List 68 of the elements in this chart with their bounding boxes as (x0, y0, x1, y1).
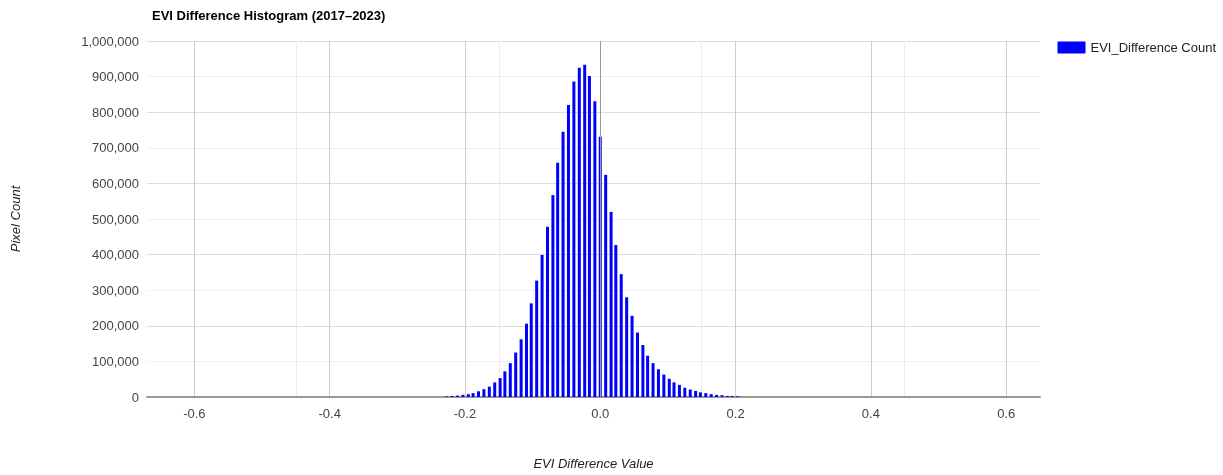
bar (667, 378, 671, 397)
bar (609, 211, 613, 397)
bar (487, 386, 491, 397)
x-tick-label: 0.2 (726, 406, 745, 421)
bar (493, 382, 497, 397)
bar (476, 391, 480, 397)
bar (604, 174, 608, 397)
bar (535, 280, 539, 397)
bar (715, 394, 719, 397)
bar (704, 393, 708, 397)
bar (503, 371, 507, 397)
y-tick-label: 400,000 (92, 247, 139, 263)
bar (630, 315, 634, 397)
bar (519, 339, 523, 397)
bar (656, 369, 660, 397)
y-tick-label: 700,000 (92, 140, 139, 156)
bar (672, 382, 676, 397)
bar (525, 323, 529, 397)
y-tick-label: 1,000,000 (81, 33, 139, 49)
y-tick-label: 500,000 (92, 211, 139, 227)
bar (619, 274, 623, 397)
bar (593, 101, 597, 397)
bar (471, 393, 475, 397)
bar (683, 387, 687, 397)
bar (529, 303, 533, 397)
bar (646, 355, 650, 397)
x-axis-title: EVI Difference Value (533, 456, 654, 471)
bar (546, 226, 549, 397)
bar (641, 345, 645, 397)
chart-title: EVI Difference Histogram (2017–2023) (152, 8, 386, 23)
bar (551, 195, 555, 397)
bar (561, 131, 565, 397)
y-tick-label: 0 (131, 389, 139, 405)
y-tick-label: 900,000 (92, 69, 139, 85)
bar (662, 374, 666, 397)
x-tick-label: -0.6 (183, 406, 206, 421)
x-tick-label: 0.6 (997, 406, 1016, 421)
y-axis-title: Pixel Count (8, 184, 23, 253)
bar (508, 363, 512, 397)
bar (651, 363, 655, 397)
legend-label: EVI_Difference Count (1090, 40, 1217, 55)
bar (466, 394, 470, 397)
y-tick-label: 800,000 (92, 104, 139, 120)
bar (688, 389, 692, 397)
bar (577, 67, 581, 397)
bar (635, 332, 639, 397)
y-tick-label: 300,000 (92, 282, 139, 298)
bar (587, 75, 591, 397)
bar (583, 64, 587, 397)
y-tick-label: 100,000 (92, 353, 139, 369)
bar (625, 297, 629, 397)
bar (698, 392, 702, 397)
bar (694, 390, 698, 397)
bar (572, 81, 576, 397)
bar (556, 162, 560, 397)
y-tick-label: 200,000 (92, 318, 139, 334)
bar (677, 384, 681, 397)
x-tick-label: -0.4 (318, 406, 341, 421)
x-tick-label: 0.0 (591, 406, 610, 421)
bar (514, 352, 518, 397)
x-tick-label: -0.2 (453, 406, 477, 421)
bar (540, 254, 544, 397)
bar (461, 394, 465, 397)
bar (482, 389, 486, 397)
x-tick-label: 0.4 (861, 406, 880, 421)
y-tick-label: 600,000 (92, 175, 139, 191)
bar (566, 105, 570, 397)
bar (709, 394, 713, 397)
